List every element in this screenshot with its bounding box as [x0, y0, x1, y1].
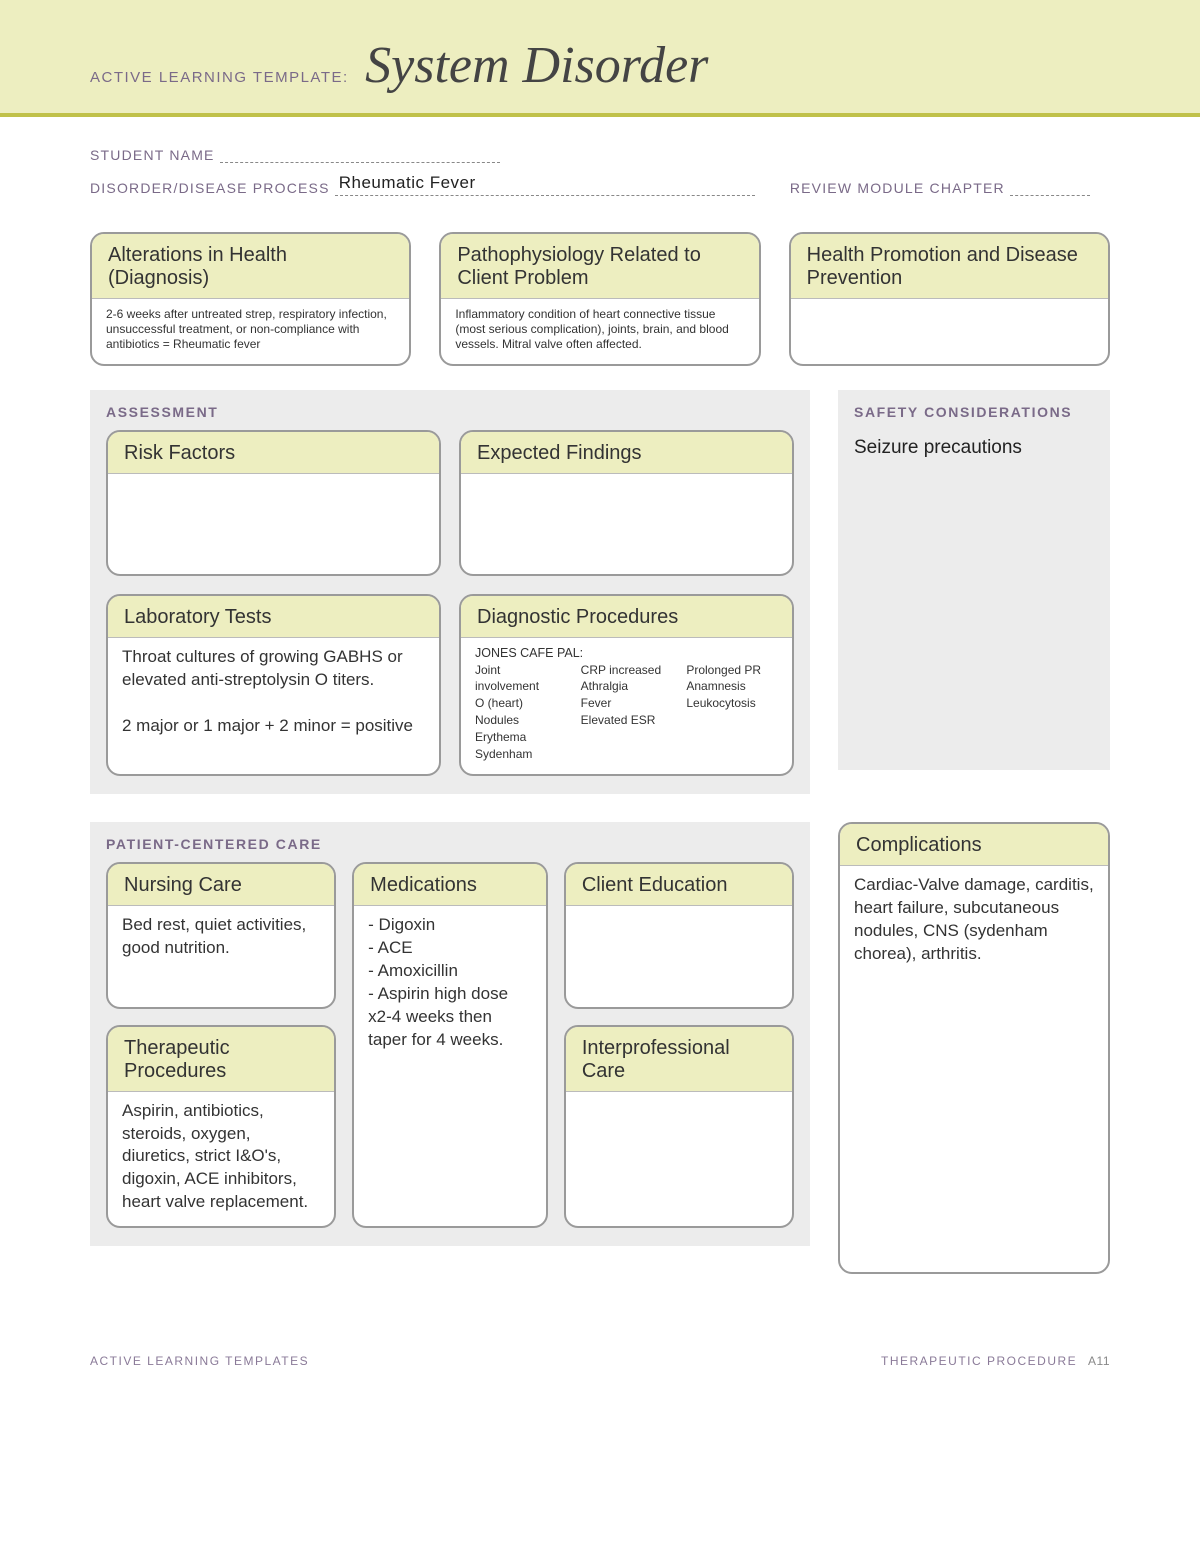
- disorder-input[interactable]: Rheumatic Fever: [335, 173, 755, 196]
- interprof-title: Interprofessional Care: [566, 1027, 792, 1092]
- student-name-row: STUDENT NAME: [90, 147, 1110, 163]
- diagnostic-heading: JONES CAFE PAL:: [475, 646, 778, 662]
- safety-label: SAFETY CONSIDERATIONS: [854, 404, 1094, 420]
- labs-body: Throat cultures of growing GABHS or elev…: [108, 638, 439, 750]
- interprof-card: Interprofessional Care: [564, 1025, 794, 1229]
- safety-body: Seizure precautions: [854, 430, 1094, 461]
- alterations-body: 2-6 weeks after untreated strep, respira…: [92, 299, 409, 364]
- safety-block: SAFETY CONSIDERATIONS Seizure precaution…: [838, 390, 1110, 770]
- care-label: PATIENT-CENTERED CARE: [106, 836, 794, 852]
- alterations-card: Alterations in Health (Diagnosis) 2-6 we…: [90, 232, 411, 366]
- risk-card: Risk Factors: [106, 430, 441, 576]
- disorder-row: DISORDER/DISEASE PROCESS Rheumatic Fever…: [90, 173, 1110, 196]
- dp-col2: CRP increased Athralgia Fever Elevated E…: [581, 662, 673, 763]
- footer-right-label: THERAPEUTIC PROCEDURE: [881, 1354, 1077, 1368]
- client-ed-card: Client Education: [564, 862, 794, 1008]
- banner-prefix: ACTIVE LEARNING TEMPLATE:: [90, 69, 349, 86]
- assessment-label: ASSESSMENT: [106, 404, 794, 420]
- care-complications-row: PATIENT-CENTERED CARE Nursing Care Bed r…: [90, 822, 1110, 1274]
- assessment-col: ASSESSMENT Risk Factors Expected Finding…: [90, 390, 810, 822]
- review-input[interactable]: [1010, 193, 1090, 196]
- footer-left: ACTIVE LEARNING TEMPLATES: [90, 1354, 309, 1368]
- care-block: PATIENT-CENTERED CARE Nursing Care Bed r…: [90, 822, 810, 1246]
- student-name-label: STUDENT NAME: [90, 147, 215, 163]
- nursing-title: Nursing Care: [108, 864, 334, 906]
- banner-title: System Disorder: [365, 36, 708, 95]
- diagnostic-body: JONES CAFE PAL: Joint involvement O (hea…: [461, 638, 792, 774]
- client-ed-title: Client Education: [566, 864, 792, 906]
- complications-card: Complications Cardiac-Valve damage, card…: [838, 822, 1110, 1274]
- assessment-safety-row: ASSESSMENT Risk Factors Expected Finding…: [90, 390, 1110, 822]
- labs-title: Laboratory Tests: [108, 596, 439, 638]
- diagnostic-card: Diagnostic Procedures JONES CAFE PAL: Jo…: [459, 594, 794, 776]
- student-name-input[interactable]: [220, 160, 500, 163]
- care-col: PATIENT-CENTERED CARE Nursing Care Bed r…: [90, 822, 810, 1274]
- footer: ACTIVE LEARNING TEMPLATES THERAPEUTIC PR…: [0, 1294, 1200, 1398]
- expected-card: Expected Findings: [459, 430, 794, 576]
- health-promo-body: [791, 299, 1108, 359]
- complications-body: Cardiac-Valve damage, carditis, heart fa…: [840, 866, 1108, 1206]
- therapeutic-card: Therapeutic Procedures Aspirin, antibiot…: [106, 1025, 336, 1229]
- patho-title: Pathophysiology Related to Client Proble…: [441, 234, 758, 299]
- banner: ACTIVE LEARNING TEMPLATE: System Disorde…: [0, 0, 1200, 117]
- complications-col: Complications Cardiac-Valve damage, card…: [838, 822, 1110, 1274]
- nursing-body: Bed rest, quiet activities, good nutriti…: [108, 906, 334, 1006]
- dp-col3: Prolonged PR Anamnesis Leukocytosis: [686, 662, 778, 763]
- expected-title: Expected Findings: [461, 432, 792, 474]
- risk-body: [108, 474, 439, 574]
- patho-card: Pathophysiology Related to Client Proble…: [439, 232, 760, 366]
- health-promo-card: Health Promotion and Disease Prevention: [789, 232, 1110, 366]
- footer-right: THERAPEUTIC PROCEDURE A11: [881, 1354, 1110, 1368]
- review-label: REVIEW MODULE CHAPTER: [790, 180, 1005, 196]
- meds-body: - Digoxin - ACE - Amoxicillin - Aspirin …: [354, 906, 546, 1226]
- expected-body: [461, 474, 792, 574]
- safety-col: SAFETY CONSIDERATIONS Seizure precaution…: [838, 390, 1110, 822]
- top-cards-row: Alterations in Health (Diagnosis) 2-6 we…: [90, 232, 1110, 366]
- labs-card: Laboratory Tests Throat cultures of grow…: [106, 594, 441, 776]
- page: ACTIVE LEARNING TEMPLATE: System Disorde…: [0, 0, 1200, 1398]
- assessment-grid: Risk Factors Expected Findings Laborator…: [106, 430, 794, 776]
- client-ed-body: [566, 906, 792, 1006]
- care-grid: Nursing Care Bed rest, quiet activities,…: [106, 862, 794, 1228]
- meds-title: Medications: [354, 864, 546, 906]
- therapeutic-body: Aspirin, antibiotics, steroids, oxygen, …: [108, 1092, 334, 1227]
- health-promo-title: Health Promotion and Disease Prevention: [791, 234, 1108, 299]
- risk-title: Risk Factors: [108, 432, 439, 474]
- disorder-label: DISORDER/DISEASE PROCESS: [90, 180, 330, 196]
- interprof-body: [566, 1092, 792, 1192]
- complications-title: Complications: [840, 824, 1108, 866]
- assessment-block: ASSESSMENT Risk Factors Expected Finding…: [90, 390, 810, 794]
- content: STUDENT NAME DISORDER/DISEASE PROCESS Rh…: [0, 117, 1200, 1294]
- patho-body: Inflammatory condition of heart connecti…: [441, 299, 758, 364]
- therapeutic-title: Therapeutic Procedures: [108, 1027, 334, 1092]
- meds-card: Medications - Digoxin - ACE - Amoxicilli…: [352, 862, 548, 1228]
- diagnostic-title: Diagnostic Procedures: [461, 596, 792, 638]
- footer-page: A11: [1088, 1354, 1110, 1368]
- diagnostic-columns: Joint involvement O (heart) Nodules Eryt…: [475, 662, 778, 763]
- nursing-card: Nursing Care Bed rest, quiet activities,…: [106, 862, 336, 1008]
- dp-col1: Joint involvement O (heart) Nodules Eryt…: [475, 662, 567, 763]
- alterations-title: Alterations in Health (Diagnosis): [92, 234, 409, 299]
